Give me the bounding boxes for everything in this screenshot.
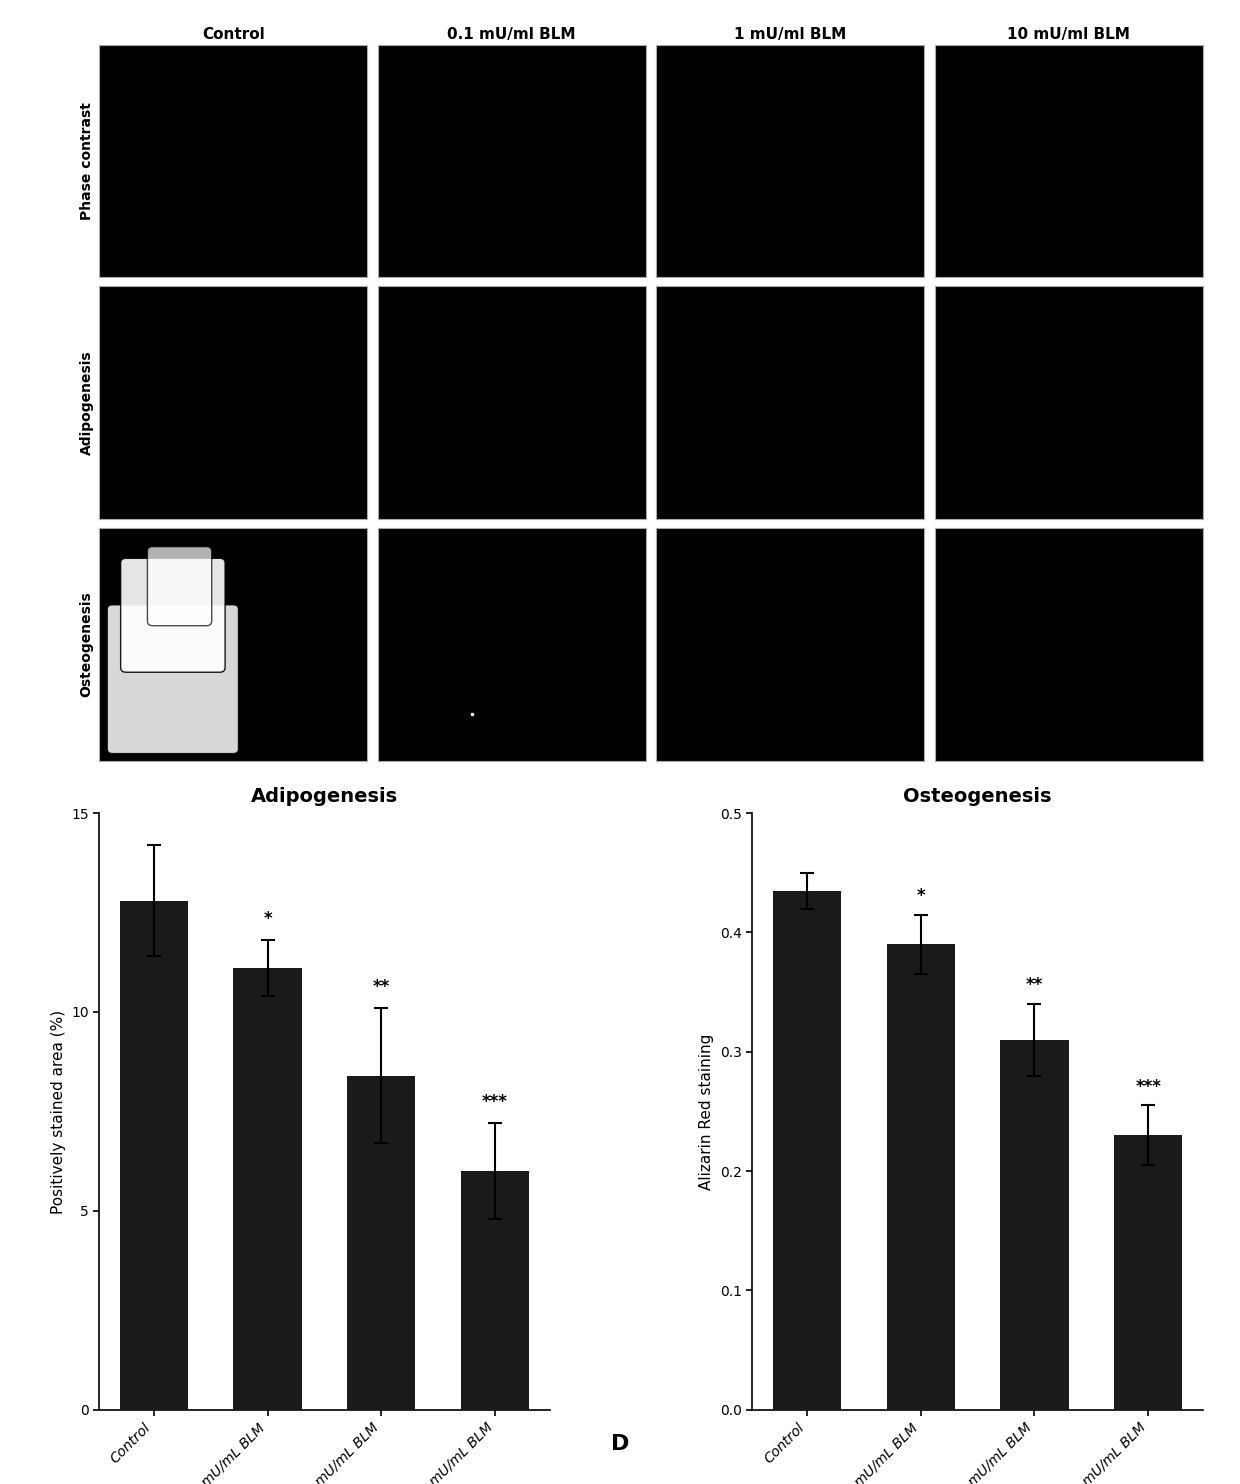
Title: 1 mU/ml BLM: 1 mU/ml BLM <box>734 27 847 42</box>
Bar <box>773 890 841 1410</box>
Bar <box>1001 1040 1069 1410</box>
FancyBboxPatch shape <box>148 546 212 626</box>
Y-axis label: Phase contrast: Phase contrast <box>79 102 94 220</box>
FancyBboxPatch shape <box>107 605 238 754</box>
Bar <box>233 968 301 1410</box>
Text: ***: *** <box>482 1094 508 1112</box>
Title: 10 mU/ml BLM: 10 mU/ml BLM <box>1007 27 1131 42</box>
FancyBboxPatch shape <box>120 558 226 672</box>
Bar <box>887 944 955 1410</box>
Bar <box>1114 1135 1182 1410</box>
Y-axis label: Positively stained area (%): Positively stained area (%) <box>51 1009 66 1214</box>
Text: **: ** <box>373 978 389 996</box>
Bar <box>461 1171 529 1410</box>
Bar <box>120 901 188 1410</box>
Y-axis label: Osteogenesis: Osteogenesis <box>79 592 94 697</box>
Title: Adipogenesis: Adipogenesis <box>250 787 398 806</box>
Text: *: * <box>916 887 925 905</box>
Text: ***: *** <box>1136 1077 1161 1095</box>
Title: Osteogenesis: Osteogenesis <box>903 787 1052 806</box>
Title: 0.1 mU/ml BLM: 0.1 mU/ml BLM <box>448 27 575 42</box>
Text: **: ** <box>1025 976 1043 994</box>
Y-axis label: Alizarin Red staining: Alizarin Red staining <box>699 1033 714 1190</box>
Y-axis label: Adipogenesis: Adipogenesis <box>79 350 94 456</box>
Text: *: * <box>263 911 272 929</box>
Bar <box>347 1076 415 1410</box>
Text: D: D <box>611 1435 629 1454</box>
Title: Control: Control <box>202 27 264 42</box>
